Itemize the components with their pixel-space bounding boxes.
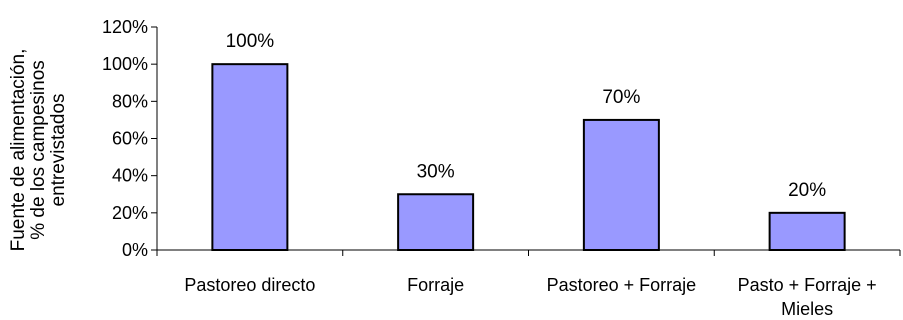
y-tick-label: 60% (112, 129, 148, 149)
x-category-label: Forraje (407, 275, 464, 295)
data-label: 30% (417, 161, 455, 182)
x-category-label: Pastoreo directo (184, 275, 315, 295)
data-label: 100% (226, 31, 275, 52)
y-tick-label: 0% (122, 240, 148, 260)
y-tick-label: 40% (112, 166, 148, 186)
x-category-label: Mieles (781, 299, 833, 319)
y-tick-label: 100% (102, 54, 148, 74)
y-tick-label: 80% (112, 91, 148, 111)
plot-area: 0% 20% 40% 60% 80% 100% 120% 100% Pastoreo direc… (102, 17, 901, 319)
y-axis-title-line-2: % de los campesinos (28, 60, 49, 240)
y-axis-title-line-3: entrevistados (48, 93, 69, 206)
bar (397, 193, 475, 251)
bar (768, 211, 846, 251)
bar (582, 118, 660, 251)
x-category-label: Pastoreo + Forraje (547, 275, 697, 295)
y-tick-label: 120% (102, 17, 148, 37)
y-axis-title: Fuente de alimentación, % de los campesi… (8, 49, 69, 252)
y-tick-label: 20% (112, 203, 148, 223)
bar (211, 63, 289, 251)
data-label: 70% (602, 87, 640, 108)
data-label: 20% (788, 180, 826, 201)
x-category-label: Pasto + Forraje + (738, 275, 877, 295)
y-axis-title-line-1: Fuente de alimentación, (8, 49, 29, 252)
